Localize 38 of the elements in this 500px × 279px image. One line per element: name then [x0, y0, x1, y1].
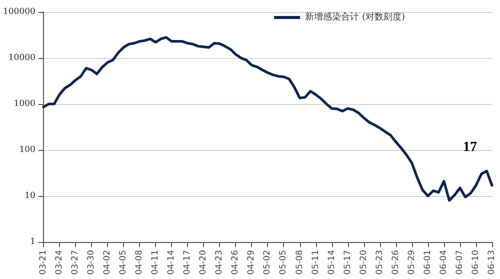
y-tick-label: 100 [19, 145, 36, 155]
y-tick-label: 100000 [2, 7, 36, 17]
x-tick-label: 04-23 [214, 250, 225, 275]
x-tick-label: 05-02 [262, 250, 273, 275]
x-tick-label: 05-17 [342, 250, 353, 275]
x-tick-label: 04-29 [246, 250, 257, 275]
x-tick-label: 05-26 [390, 250, 401, 275]
x-tick-label: 05-05 [278, 250, 289, 275]
x-tick-label: 05-23 [374, 250, 385, 275]
x-tick-label: 05-14 [326, 250, 337, 275]
x-tick-label: 06-01 [422, 250, 433, 275]
x-tick-label: 04-26 [230, 250, 241, 275]
x-tick-label: 06-13 [487, 250, 497, 275]
x-tick-label: 06-07 [454, 250, 465, 275]
x-tick-label: 03-24 [54, 250, 64, 275]
line-series [42, 36, 494, 202]
x-tick-label: 03-21 [38, 250, 48, 275]
x-tick-label: 03-30 [86, 250, 97, 275]
x-tick-label: 04-08 [134, 250, 145, 275]
legend-label: 新增感染合计 (对数刻度) [305, 12, 406, 22]
x-tick-label: 05-29 [406, 250, 417, 275]
y-tick-label: 10000 [8, 53, 36, 63]
x-tick-label: 05-08 [294, 250, 305, 275]
x-tick-label: 04-11 [150, 250, 161, 275]
x-tick-label: 06-04 [438, 250, 449, 275]
x-tick-label: 04-05 [118, 250, 129, 275]
x-tick-label: 04-14 [166, 250, 177, 275]
x-tick-label: 04-02 [102, 250, 113, 275]
x-tick-label: 04-17 [182, 250, 193, 275]
x-tick-label: 04-20 [198, 250, 209, 275]
x-tick-label: 05-11 [310, 250, 321, 275]
annotation: 17 [463, 140, 477, 155]
x-tick-label: 06-10 [470, 250, 481, 275]
x-tick-label: 03-27 [70, 250, 80, 275]
y-tick-label: 1000 [14, 99, 36, 109]
x-tick-label: 05-20 [358, 250, 369, 275]
y-tick-label: 1 [30, 237, 36, 247]
y-tick-label: 10 [24, 191, 36, 201]
